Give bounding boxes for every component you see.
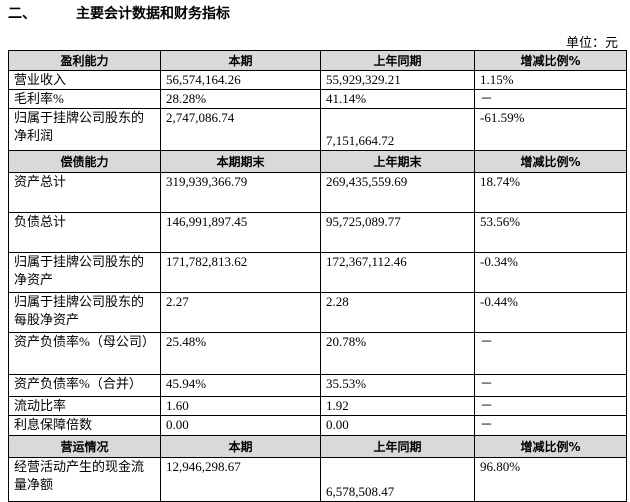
cell: 2,747,086.74 (160, 108, 321, 151)
cell: 18.74% (474, 172, 627, 213)
cell: 12,946,298.67 (160, 457, 321, 502)
cell: 55,929,329.21 (320, 70, 475, 90)
cell: 0.00 (320, 415, 475, 436)
cell: － (474, 396, 627, 416)
data-row: 经营活动产生的现金流量净额 12,946,298.67 6,578,508.47 96… (8, 457, 627, 502)
cell: 28.28% (160, 89, 321, 109)
data-row: 归属于挂牌公司股东的净利润 2,747,086.74 7,151,664.72 -61… (8, 108, 627, 151)
cell: 41.14% (320, 89, 475, 109)
cell: 资产总计 (8, 172, 161, 213)
header-cell: 本期 (160, 50, 321, 71)
cell: － (474, 89, 627, 109)
unit-label: 单位：元 (565, 35, 618, 50)
cell: 1.60 (160, 396, 321, 416)
cell: 资产负债率%（合并） (8, 374, 161, 397)
cell: 96.80% (474, 457, 627, 502)
cell: -0.34% (474, 252, 627, 293)
header-cell: 上年同期 (320, 435, 475, 458)
header-row: 盈利能力 本期 上年同期 增减比例% (8, 50, 627, 71)
cell: 53.56% (474, 212, 627, 253)
cell: 2.27 (160, 292, 321, 333)
header-cell: 增减比例% (474, 435, 627, 458)
cell: 毛利率% (8, 89, 161, 109)
data-row: 营业收入 56,574,164.26 55,929,329.21 1.15% (8, 70, 627, 90)
cell: 1.15% (474, 70, 627, 90)
data-row: 资产负债率%（合并） 45.94% 35.53% － (8, 374, 627, 397)
cell: 6,578,508.47 (320, 457, 475, 502)
cell: 流动比率 (8, 396, 161, 416)
data-row: 归属于挂牌公司股东的净资产 171,782,813.62 172,367,112.4… (8, 252, 627, 293)
cell: -61.59% (474, 108, 627, 151)
header-cell: 本期期末 (160, 150, 321, 173)
data-row: 资产总计 319,939,366.79 269,435,559.69 18.74% (8, 172, 627, 213)
cell: -0.44% (474, 292, 627, 333)
cell: 20.78% (320, 332, 475, 375)
cell: 45.94% (160, 374, 321, 397)
header-cell: 上年同期 (320, 50, 475, 71)
cell: 95,725,089.77 (320, 212, 475, 253)
cell: － (474, 332, 627, 375)
data-row: 负债总计 146,991,897.45 95,725,089.77 53.56% (8, 212, 627, 253)
cell: 经营活动产生的现金流量净额 (8, 457, 161, 502)
header-row: 偿债能力 本期期末 上年期末 增减比例% (8, 150, 627, 173)
data-row: 流动比率 1.60 1.92 － (8, 396, 627, 416)
section-number: 二、 (8, 6, 36, 22)
cell: 319,939,366.79 (160, 172, 321, 213)
header-cell: 增减比例% (474, 150, 627, 173)
cell: 146,991,897.45 (160, 212, 321, 253)
cell: 归属于挂牌公司股东的净利润 (8, 108, 161, 151)
cell: 25.48% (160, 332, 321, 375)
data-row: 毛利率% 28.28% 41.14% － (8, 89, 627, 109)
cell: 归属于挂牌公司股东的净资产 (8, 252, 161, 293)
cell: 归属于挂牌公司股东的每股净资产 (8, 292, 161, 333)
header-cell: 增减比例% (474, 50, 627, 71)
cell: 资产负债率%（母公司） (8, 332, 161, 375)
cell: 7,151,664.72 (320, 108, 475, 151)
cell: 269,435,559.69 (320, 172, 475, 213)
data-row: 资产负债率%（母公司） 25.48% 20.78% － (8, 332, 627, 375)
cell: 0.00 (160, 415, 321, 436)
cell: 1.92 (320, 396, 475, 416)
header-cell: 盈利能力 (8, 50, 161, 71)
header-cell: 偿债能力 (8, 150, 161, 173)
cell: － (474, 415, 627, 436)
cell: 56,574,164.26 (160, 70, 321, 90)
cell: 2.28 (320, 292, 475, 333)
cell: 35.53% (320, 374, 475, 397)
title: 主要会计数据和财务指标 (76, 6, 230, 22)
cell: 营业收入 (8, 70, 161, 90)
data-row: 利息保障倍数 0.00 0.00 － (8, 415, 627, 436)
cell: － (474, 374, 627, 397)
cell: 利息保障倍数 (8, 415, 161, 436)
cell: 172,367,112.46 (320, 252, 475, 293)
header-cell: 营运情况 (8, 435, 161, 458)
data-row: 归属于挂牌公司股东的每股净资产 2.27 2.28 -0.44% (8, 292, 627, 333)
section-title: 二、 主要会计数据和财务指标 (8, 3, 270, 23)
header-cell: 上年期末 (320, 150, 475, 173)
financial-table: 盈利能力 本期 上年同期 增减比例% 营业收入 56,574,164.26 55,929,3… (8, 50, 627, 502)
cell: 负债总计 (8, 212, 161, 253)
header-cell: 本期 (160, 435, 321, 458)
header-row: 营运情况 本期 上年同期 增减比例% (8, 435, 627, 458)
cell: 171,782,813.62 (160, 252, 321, 293)
